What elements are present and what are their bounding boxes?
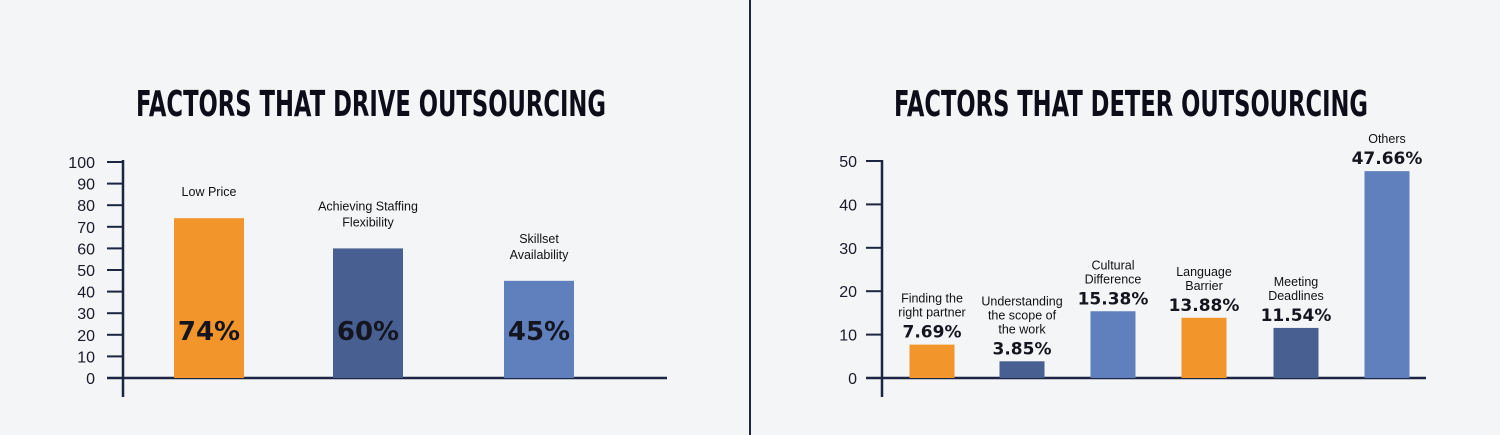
deter-bar <box>1181 317 1227 378</box>
drive-y-tick-label: 70 <box>77 220 95 237</box>
deter-bar <box>1273 327 1319 378</box>
deter-category-label: Understanding the scope of the work <box>981 294 1062 336</box>
deter-y-tick-label: 50 <box>839 154 857 171</box>
drive-bar <box>504 280 574 378</box>
deter-bar <box>1090 311 1136 378</box>
deter-chart-title: FACTORS THAT DETER OUTSOURCING <box>894 84 1368 125</box>
drive-y-tick-label: 20 <box>77 328 95 345</box>
deter-category-label: Cultural Difference <box>1085 258 1142 286</box>
drive-chart-title: FACTORS THAT DRIVE OUTSOURCING <box>136 84 606 125</box>
deter-y-tick-label: 30 <box>839 241 857 258</box>
drive-bar <box>333 248 403 378</box>
deter-bar <box>999 361 1045 378</box>
deter-category-label: Language Barrier <box>1176 265 1232 293</box>
drive-category-label: Low Price <box>182 185 237 199</box>
deter-category-label: Meeting Deadlines <box>1268 275 1324 303</box>
drive-y-tick-label: 10 <box>77 349 95 366</box>
drive-outsourcing-chart: FACTORS THAT DRIVE OUTSOURCING 0 10 20 30 40… <box>68 84 667 397</box>
drive-category-label: Skillset Availability <box>510 232 570 262</box>
drive-y-tick-label: 30 <box>77 306 95 323</box>
deter-y-tick-label: 40 <box>839 197 857 214</box>
deter-value-label: 47.66% <box>1352 149 1423 169</box>
drive-y-tick-label: 60 <box>77 241 95 258</box>
drive-value-label: 60% <box>337 317 399 347</box>
drive-y-tick-label: 90 <box>77 177 95 194</box>
deter-value-label: 11.54% <box>1261 306 1332 326</box>
deter-value-label: 15.38% <box>1078 289 1149 309</box>
drive-value-label: 74% <box>178 317 240 347</box>
deter-category-label: Finding the right partner <box>898 292 965 320</box>
drive-y-tick-label: 0 <box>86 371 95 388</box>
drive-y-tick-label: 100 <box>68 155 95 172</box>
drive-y-tick-label: 50 <box>77 263 95 280</box>
drive-value-label: 45% <box>508 317 570 347</box>
deter-value-label: 13.88% <box>1169 296 1240 316</box>
deter-bar <box>1364 171 1410 378</box>
deter-value-label: 7.69% <box>903 323 962 343</box>
deter-y-tick-label: 0 <box>848 371 857 388</box>
deter-y-tick-label: 10 <box>839 328 857 345</box>
drive-y-tick-label: 40 <box>77 285 95 302</box>
drive-category-label: Achieving Staffing Flexibility <box>318 199 418 229</box>
deter-bar <box>909 344 955 378</box>
deter-outsourcing-chart: FACTORS THAT DETER OUTSOURCING 0 10 20 30 40… <box>839 84 1426 397</box>
deter-y-tick-label: 20 <box>839 284 857 301</box>
deter-value-label: 3.85% <box>993 339 1052 359</box>
deter-category-label: Others <box>1368 132 1406 146</box>
drive-y-tick-label: 80 <box>77 198 95 215</box>
drive-bar <box>174 218 244 378</box>
